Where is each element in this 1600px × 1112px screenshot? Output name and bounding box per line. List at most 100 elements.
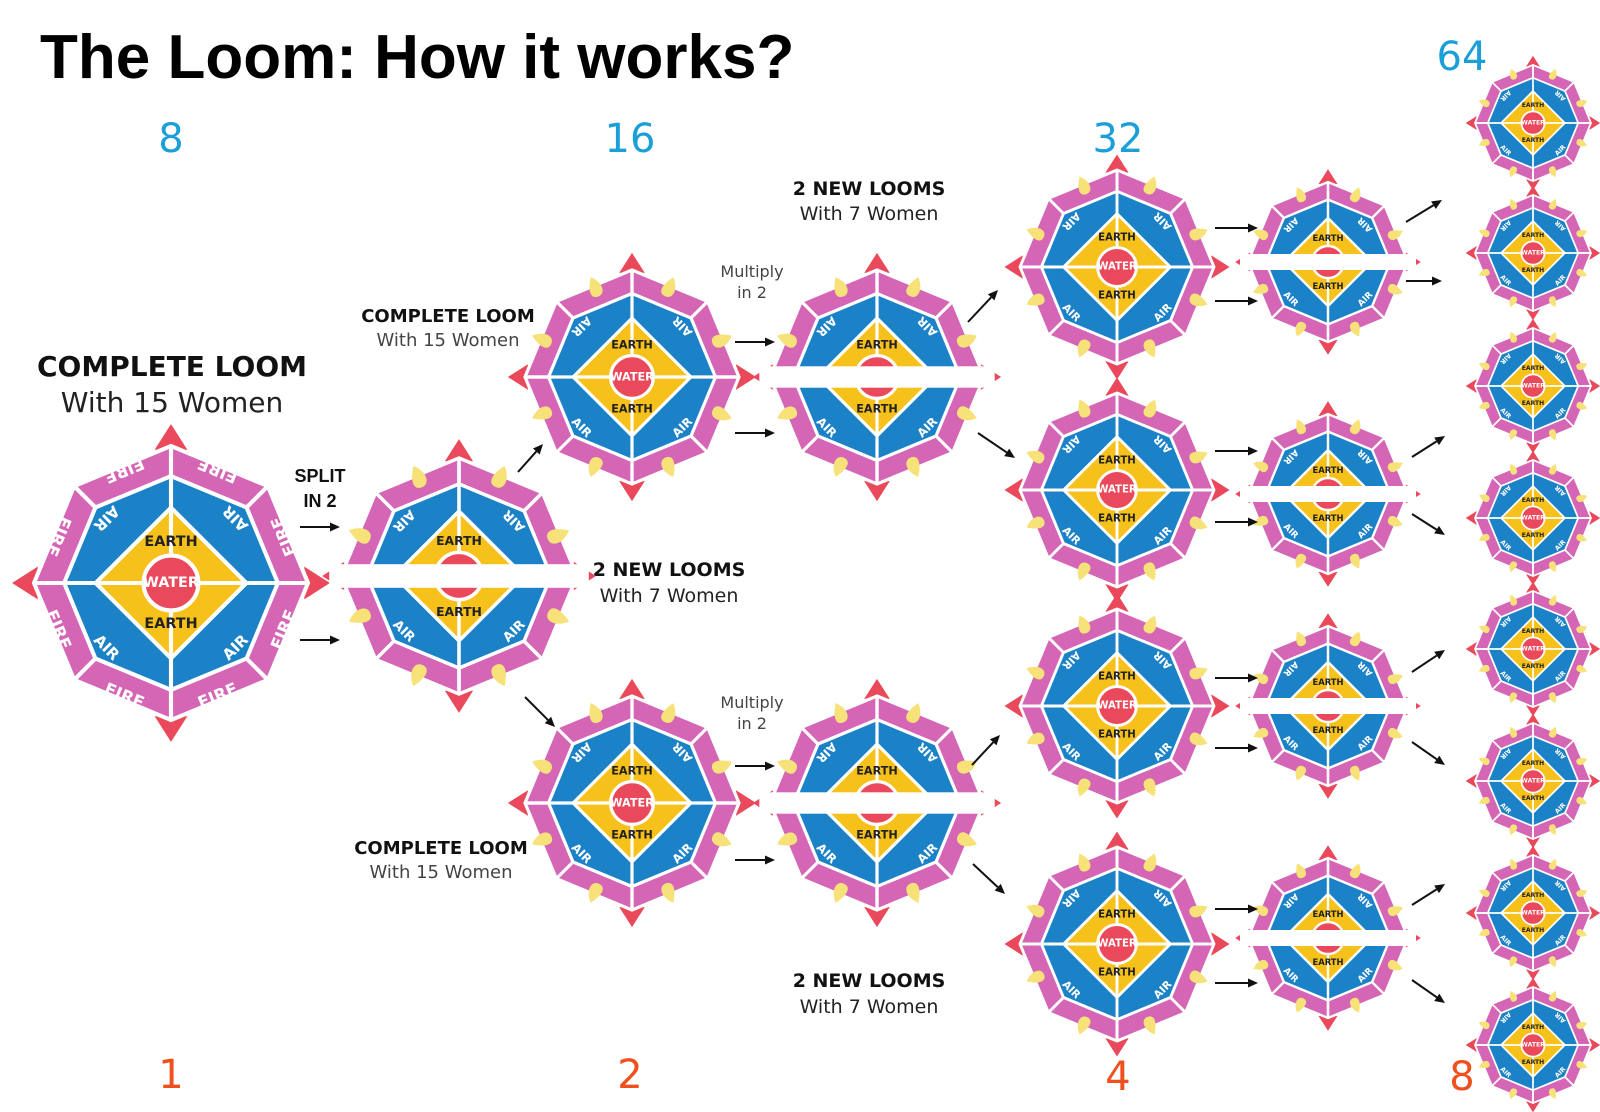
- flame-icon: [1387, 283, 1403, 295]
- arrow-head: [1432, 276, 1442, 286]
- direction-pointer-icon: [1589, 642, 1600, 656]
- new-looms-bottom-heading: 2 NEW LOOMS: [793, 970, 946, 992]
- fire-divider: [1169, 874, 1187, 892]
- flame-icon: [1078, 615, 1091, 634]
- fire-divider: [1491, 812, 1502, 823]
- earth-label: EARTH: [856, 338, 898, 351]
- fire-divider: [374, 639, 396, 661]
- arrow-icon: [1215, 223, 1258, 233]
- direction-pointer-icon: [864, 252, 890, 273]
- fire-divider: [555, 300, 575, 320]
- direction-pointer-icon: [1004, 694, 1023, 718]
- flame-icon: [1576, 138, 1588, 147]
- flame-icon: [1253, 905, 1269, 917]
- flame-icon: [1576, 401, 1588, 410]
- direction-pointer-icon: [1465, 511, 1477, 525]
- arrow-head: [765, 855, 775, 865]
- main-loom-sub: With 15 Women: [61, 386, 283, 419]
- fire-divider: [1564, 607, 1575, 618]
- fire-divider: [72, 484, 97, 509]
- flame-icon: [1253, 959, 1269, 970]
- flame-icon: [532, 333, 553, 348]
- arrow-head: [1248, 223, 1258, 233]
- flame-icon: [1078, 853, 1091, 872]
- water-circle: [608, 353, 656, 401]
- direction-pointer-icon: [1465, 906, 1477, 920]
- complete-loom-top-heading: COMPLETE LOOM: [361, 306, 535, 327]
- fire-divider: [1371, 880, 1386, 895]
- flame-icon: [1296, 187, 1307, 203]
- earth-label: EARTH: [1522, 1024, 1545, 1031]
- flame-icon: [1189, 228, 1208, 241]
- flame-icon: [1295, 765, 1307, 781]
- water-label: WATER: [610, 797, 654, 810]
- flame-icon: [1026, 666, 1045, 680]
- arrow-shaft: [1411, 979, 1438, 999]
- flame-icon: [1026, 227, 1045, 241]
- flame-icon: [1576, 494, 1588, 503]
- earth-label: EARTH: [1522, 102, 1545, 109]
- arrow-icon: [972, 863, 1005, 894]
- direction-pointer-icon: [304, 566, 330, 600]
- flame-icon: [1295, 321, 1307, 337]
- flame-icon: [547, 608, 570, 624]
- fire-divider: [245, 657, 270, 682]
- flame-icon: [1253, 461, 1269, 473]
- fire-divider: [1270, 436, 1285, 451]
- flame-icon: [1478, 268, 1490, 277]
- flame-icon: [589, 703, 603, 724]
- flame-icon: [1509, 726, 1518, 738]
- main-loom-heading: COMPLETE LOOM: [37, 350, 307, 383]
- flame-icon: [532, 406, 553, 420]
- flame-icon: [661, 703, 676, 724]
- arrow-icon: [300, 635, 340, 645]
- flame-icon: [1143, 562, 1156, 581]
- direction-pointer-icon: [1318, 1015, 1338, 1031]
- new-looms-top-sub: With 7 Women: [800, 203, 939, 225]
- fire-divider: [1564, 871, 1575, 882]
- arrow-shaft: [517, 450, 538, 473]
- fire-divider: [1491, 476, 1502, 487]
- arrow-icon: [1215, 743, 1258, 753]
- water-label: WATER: [143, 575, 199, 591]
- flame-icon: [1576, 362, 1588, 371]
- arrow-icon: [1411, 884, 1445, 906]
- flame-icon: [1189, 732, 1208, 746]
- direction-pointer-icon: [1465, 1038, 1477, 1052]
- flame-icon: [906, 277, 921, 298]
- earth-label: EARTH: [1522, 267, 1545, 274]
- fire-divider: [1270, 204, 1285, 219]
- flame-icon: [1078, 399, 1091, 418]
- flame-icon: [1349, 187, 1361, 203]
- complete-loom-top-sub: With 15 Women: [377, 330, 520, 351]
- direction-pointer-icon: [12, 566, 38, 600]
- direction-pointer-icon: [1211, 478, 1230, 502]
- flame-icon: [1143, 1016, 1156, 1035]
- multiply-top-1: Multiply: [720, 262, 783, 281]
- earth-label: EARTH: [1313, 725, 1344, 735]
- fire-divider: [1169, 319, 1187, 337]
- split-band: [1240, 698, 1416, 714]
- flame-icon: [1189, 451, 1208, 464]
- flame-icon: [1548, 858, 1557, 870]
- flame-icon: [1548, 692, 1557, 704]
- flame-icon: [1478, 889, 1490, 898]
- arrow-shaft: [1405, 204, 1434, 223]
- water-circle: [1520, 373, 1546, 399]
- count-top-1: 8: [158, 116, 183, 162]
- fire-divider: [1564, 812, 1575, 823]
- direction-pointer-icon: [1589, 906, 1600, 920]
- fire-divider: [1491, 739, 1502, 750]
- fire-divider: [1564, 154, 1575, 165]
- water-circle: [141, 553, 201, 613]
- flame-icon: [1478, 138, 1490, 147]
- complete-loom-bottom-sub: With 15 Women: [370, 862, 513, 883]
- direction-pointer-icon: [1105, 377, 1129, 396]
- direction-pointer-icon: [507, 364, 528, 390]
- flame-icon: [1143, 853, 1157, 872]
- earth-label: EARTH: [1522, 532, 1545, 539]
